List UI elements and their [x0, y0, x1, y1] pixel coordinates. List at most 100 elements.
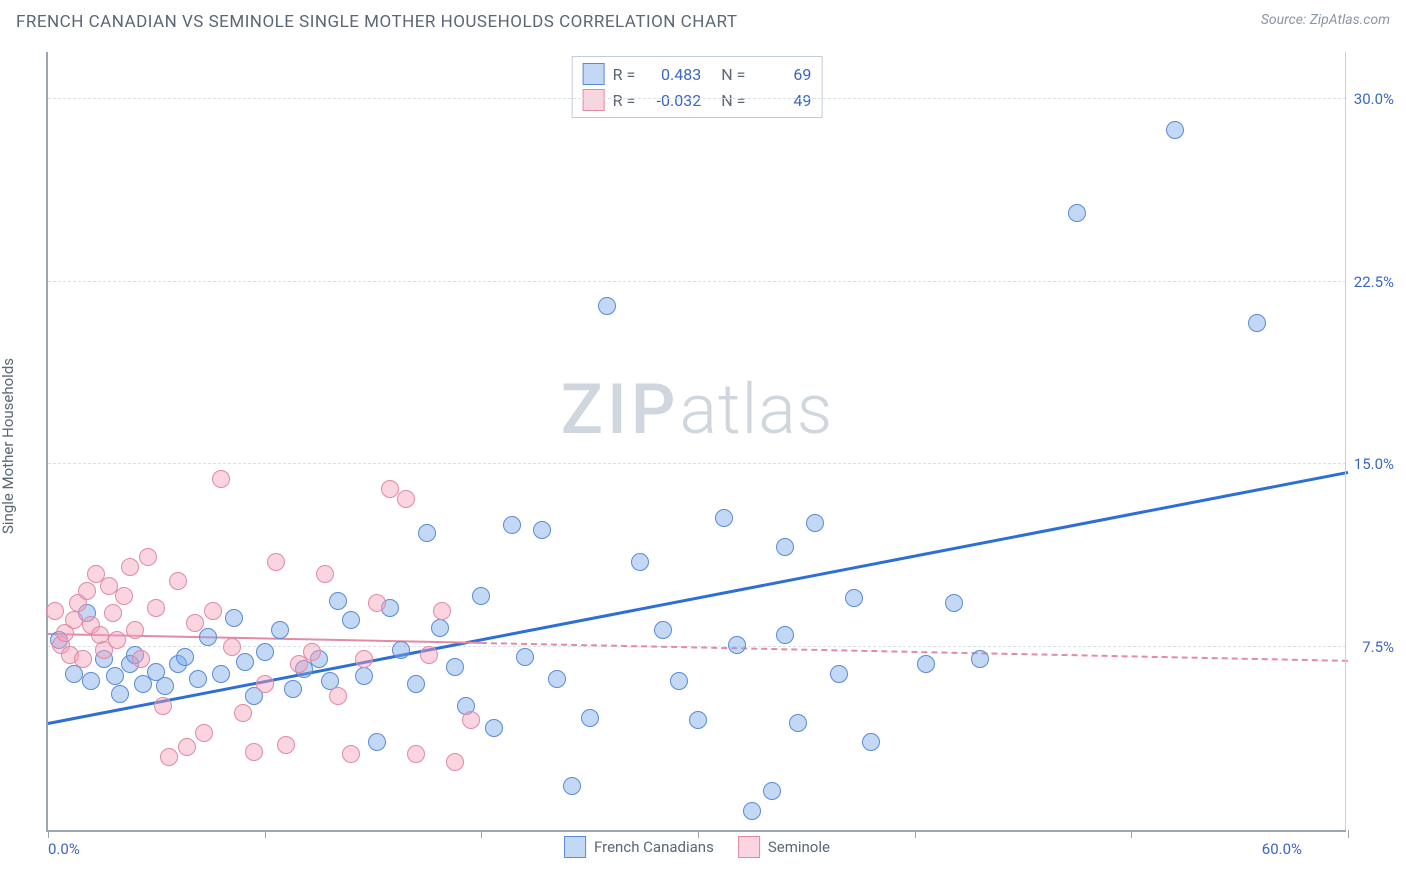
data-point: [154, 697, 172, 715]
data-point: [195, 724, 213, 742]
trend-line: [48, 471, 1349, 725]
data-point: [563, 777, 581, 795]
data-point: [368, 594, 386, 612]
data-point: [917, 655, 935, 673]
data-point: [806, 514, 824, 532]
chart-source: Source: ZipAtlas.com: [1261, 12, 1390, 28]
r-value: 0.483: [643, 65, 701, 84]
data-point: [147, 599, 165, 617]
data-point: [74, 650, 92, 668]
y-axis-label: Single Mother Households: [0, 358, 17, 534]
data-point: [316, 565, 334, 583]
y-tick-label: 15.0%: [1354, 455, 1394, 473]
legend-swatch: [583, 89, 605, 111]
data-point: [277, 736, 295, 754]
data-point: [763, 782, 781, 800]
data-point: [971, 650, 989, 668]
data-point: [139, 548, 157, 566]
data-point: [82, 672, 100, 690]
data-point: [431, 619, 449, 637]
data-point: [271, 621, 289, 639]
plot-region: ZIPatlas R = 0.483 N = 69 R = -0.032 N =…: [46, 52, 1346, 832]
data-point: [78, 582, 96, 600]
data-point: [121, 558, 139, 576]
data-point: [776, 538, 794, 556]
data-point: [420, 646, 438, 664]
data-point: [862, 733, 880, 751]
data-point: [267, 553, 285, 571]
data-point: [342, 745, 360, 763]
data-point: [46, 602, 64, 620]
y-tick-label: 30.0%: [1354, 90, 1394, 108]
data-point: [433, 602, 451, 620]
x-tick: [698, 830, 699, 838]
trend-line: [481, 642, 1348, 662]
data-point: [176, 648, 194, 666]
n-label: N =: [721, 91, 745, 110]
data-point: [392, 641, 410, 659]
legend-label: Seminole: [768, 838, 830, 856]
data-point: [329, 592, 347, 610]
data-point: [670, 672, 688, 690]
chart-header: FRENCH CANADIAN VS SEMINOLE SINGLE MOTHE…: [0, 0, 1406, 44]
data-point: [485, 719, 503, 737]
data-point: [115, 587, 133, 605]
data-point: [1068, 204, 1086, 222]
r-value: -0.032: [643, 91, 701, 110]
data-point: [189, 670, 207, 688]
data-point: [654, 621, 672, 639]
legend-swatch: [583, 63, 605, 85]
data-point: [397, 490, 415, 508]
data-point: [789, 714, 807, 732]
legend-swatch: [564, 836, 586, 858]
r-label: R =: [613, 65, 636, 84]
series-legend: French Canadians Seminole: [564, 836, 830, 858]
data-point: [329, 687, 347, 705]
x-tick: [915, 830, 916, 838]
data-point: [160, 748, 178, 766]
watermark-zip: ZIP: [561, 369, 680, 451]
data-point: [533, 521, 551, 539]
r-label: R =: [613, 91, 636, 110]
data-point: [446, 753, 464, 771]
x-tick: [48, 830, 49, 838]
watermark: ZIPatlas: [561, 369, 834, 451]
data-point: [126, 621, 144, 639]
data-point: [245, 743, 263, 761]
data-point: [446, 658, 464, 676]
data-point: [199, 628, 217, 646]
data-point: [355, 667, 373, 685]
data-point: [169, 572, 187, 590]
watermark-atlas: atlas: [679, 369, 833, 451]
data-point: [108, 631, 126, 649]
chart-area: ZIPatlas R = 0.483 N = 69 R = -0.032 N =…: [46, 52, 1390, 832]
data-point: [284, 680, 302, 698]
x-tick: [1348, 830, 1349, 838]
data-point: [728, 636, 746, 654]
data-point: [225, 609, 243, 627]
data-point: [462, 711, 480, 729]
data-point: [212, 470, 230, 488]
data-point: [715, 509, 733, 527]
n-label: N =: [721, 65, 745, 84]
x-tick: [1131, 830, 1132, 838]
data-point: [776, 626, 794, 644]
stats-row: R = 0.483 N = 69: [583, 61, 812, 87]
data-point: [830, 665, 848, 683]
data-point: [689, 711, 707, 729]
legend-item: Seminole: [738, 836, 830, 858]
data-point: [581, 709, 599, 727]
data-point: [1248, 314, 1266, 332]
data-point: [342, 611, 360, 629]
data-point: [212, 665, 230, 683]
data-point: [407, 675, 425, 693]
data-point: [104, 604, 122, 622]
y-tick-label: 22.5%: [1354, 273, 1394, 291]
data-point: [1166, 121, 1184, 139]
x-tick: [265, 830, 266, 838]
data-point: [743, 802, 761, 820]
data-point: [548, 670, 566, 688]
data-point: [407, 745, 425, 763]
data-point: [355, 650, 373, 668]
data-point: [156, 677, 174, 695]
